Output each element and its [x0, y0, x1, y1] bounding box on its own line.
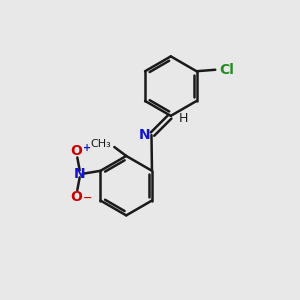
- Text: Cl: Cl: [219, 63, 234, 77]
- Text: CH₃: CH₃: [91, 139, 111, 149]
- Text: −: −: [82, 193, 92, 203]
- Text: O: O: [70, 144, 82, 158]
- Text: N: N: [74, 167, 85, 181]
- Text: O: O: [70, 190, 82, 204]
- Text: +: +: [82, 142, 91, 153]
- Text: H: H: [179, 112, 188, 125]
- Text: N: N: [138, 128, 150, 142]
